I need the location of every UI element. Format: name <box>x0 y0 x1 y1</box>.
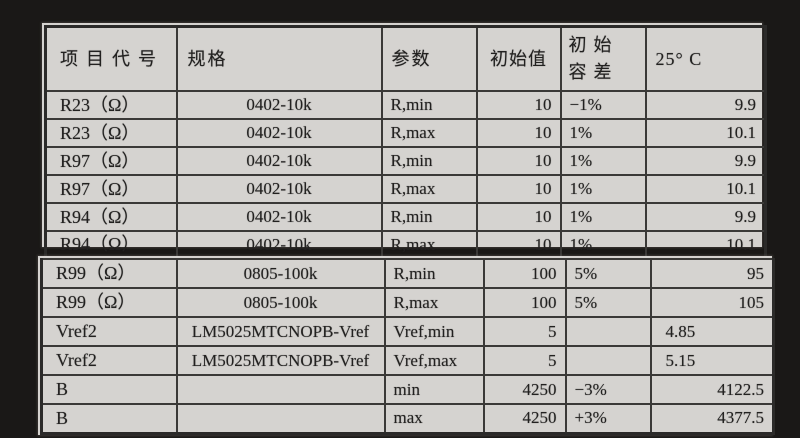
table-cell: R,max <box>380 230 478 260</box>
table-cell: 0402-10k <box>175 146 383 176</box>
table-row: R97（Ω） 0402-10k R,min 10 1% 9.9 <box>44 146 767 176</box>
table-cell: −3% <box>564 374 652 405</box>
table-cell: 95 <box>649 258 775 289</box>
table-cell: 0805-100k <box>175 287 386 318</box>
table-cell: 1% <box>559 118 647 148</box>
table-cell: 100 <box>482 258 567 289</box>
table-cell: R,max <box>380 118 478 148</box>
table-cell: −1% <box>559 90 647 120</box>
table-cell: 10 <box>475 146 562 176</box>
table-cell: Vref,max <box>383 345 485 376</box>
table-cell: R23（Ω） <box>44 90 178 120</box>
table-cell: 4250 <box>482 403 567 434</box>
table-cell: min <box>383 374 485 405</box>
table-cell: Vref2 <box>40 316 178 347</box>
table-cell: 0402-10k <box>175 230 383 260</box>
table-row: R23（Ω） 0402-10k R,max 10 1% 10.1 <box>44 118 767 148</box>
table-cell: 4.85 <box>649 316 775 347</box>
table-cell <box>175 403 386 434</box>
table-cell: 1% <box>559 174 647 204</box>
header-parameter: 参数 <box>380 25 478 92</box>
table-cell: 4377.5 <box>649 403 775 434</box>
table-cell: 10 <box>475 202 562 232</box>
table-cell: B <box>40 403 178 434</box>
table-cell <box>564 316 652 347</box>
table-cell <box>175 374 386 405</box>
table-cell: 10 <box>475 174 562 204</box>
table-cell: R23（Ω） <box>44 118 178 148</box>
table-cell: max <box>383 403 485 434</box>
table-cell: R97（Ω） <box>44 146 178 176</box>
table-cell: 9.9 <box>644 146 767 176</box>
table-cell: 5% <box>564 287 652 318</box>
table-cell: 10.1 <box>644 174 767 204</box>
table-cell: R94（Ω） <box>44 202 178 232</box>
header-initial-tolerance: 初始容差 <box>559 25 647 92</box>
header-initial-value: 初始值 <box>475 25 562 92</box>
table-cell: 10 <box>475 230 562 260</box>
table-cell: Vref,min <box>383 316 485 347</box>
table-cell: 4250 <box>482 374 567 405</box>
table-cell: 9.9 <box>644 90 767 120</box>
parameters-table-top: 项目代号 规格 参数 初始值 初始容差 25° C R23（Ω） 0402-10k… <box>44 25 767 261</box>
table-cell: 0402-10k <box>175 90 383 120</box>
table-cell: LM5025MTCNOPB-Vref <box>175 316 386 347</box>
table-cell: R99（Ω） <box>40 287 178 318</box>
table-row: R94（Ω） 0402-10k R,min 10 1% 9.9 <box>44 202 767 232</box>
table-row: R99（Ω） 0805-100k R,max 100 5% 105 <box>40 287 775 318</box>
table-cell: 100 <box>482 287 567 318</box>
table-cell: 1% <box>559 202 647 232</box>
table-cell: R,max <box>380 174 478 204</box>
table-cell: 5.15 <box>649 345 775 376</box>
table-row: Vref2 LM5025MTCNOPB-Vref Vref,max 5 5.15 <box>40 345 775 376</box>
table-header-row: 项目代号 规格 参数 初始值 初始容差 25° C <box>44 25 767 92</box>
table-cell: R,min <box>383 258 485 289</box>
header-25c: 25° C <box>644 25 767 92</box>
table-cell: 1% <box>559 146 647 176</box>
parameters-table-bottom: R99（Ω） 0805-100k R,min 100 5% 95 R99（Ω） 0805-10… <box>40 258 775 435</box>
table-cell: +3% <box>564 403 652 434</box>
table-cell: 0402-10k <box>175 118 383 148</box>
table-cell: 10.1 <box>644 118 767 148</box>
table-top-section: 项目代号 规格 参数 初始值 初始容差 25° C R23（Ω） 0402-10k… <box>42 23 767 261</box>
header-specification: 规格 <box>175 25 383 92</box>
table-cell: R,min <box>380 90 478 120</box>
table-cell: 4122.5 <box>649 374 775 405</box>
table-row: R94（Ω） 0402-10k R,max 10 1% 10.1 <box>44 230 767 260</box>
table-bottom-section: R99（Ω） 0805-100k R,min 100 5% 95 R99（Ω） 0805-10… <box>38 256 775 435</box>
table-row: R99（Ω） 0805-100k R,min 100 5% 95 <box>40 258 775 289</box>
table-cell: 10 <box>475 118 562 148</box>
table-cell: 0805-100k <box>175 258 386 289</box>
table-row: Vref2 LM5025MTCNOPB-Vref Vref,min 5 4.85 <box>40 316 775 347</box>
header-item-code: 项目代号 <box>44 25 178 92</box>
table-cell: 5% <box>564 258 652 289</box>
table-cell: Vref2 <box>40 345 178 376</box>
table-cell: R,min <box>380 202 478 232</box>
table-cell: 0402-10k <box>175 174 383 204</box>
table-cell: 10 <box>475 90 562 120</box>
table-cell: B <box>40 374 178 405</box>
table-row: R23（Ω） 0402-10k R,min 10 −1% 9.9 <box>44 90 767 120</box>
table-cell: R99（Ω） <box>40 258 178 289</box>
table-cell: 10.1 <box>644 230 767 260</box>
table-cell: 5 <box>482 316 567 347</box>
table-cell: 9.9 <box>644 202 767 232</box>
table-cell: 1% <box>559 230 647 260</box>
table-cell: R97（Ω） <box>44 174 178 204</box>
table-cell: 0402-10k <box>175 202 383 232</box>
table-row: R97（Ω） 0402-10k R,max 10 1% 10.1 <box>44 174 767 204</box>
table-cell <box>564 345 652 376</box>
table-cell: R94（Ω） <box>44 230 178 260</box>
table-cell: 105 <box>649 287 775 318</box>
table-cell: LM5025MTCNOPB-Vref <box>175 345 386 376</box>
table-cell: R,max <box>383 287 485 318</box>
table-cell: R,min <box>380 146 478 176</box>
table-cell: 5 <box>482 345 567 376</box>
